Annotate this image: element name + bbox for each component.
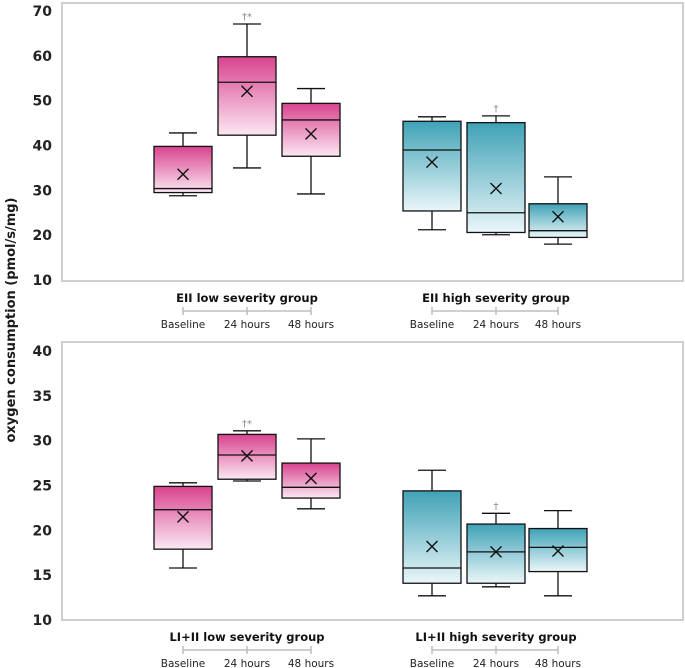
mean-marker [241,85,253,98]
category-label: Baseline [410,658,455,668]
box-body [528,203,588,239]
box-body [466,523,526,584]
significance-annotation: † [494,501,499,512]
y-tick-label: 20 [33,523,53,539]
box-pink-1 [153,482,213,569]
y-tick-label: 10 [33,613,53,629]
box-pink-2: †* [217,419,277,482]
y-tick-label: 40 [33,344,53,360]
category-label: 24 hours [224,319,270,331]
panel-frame [61,341,684,621]
group-label: EII low severity group [176,291,318,305]
box-body [466,121,526,234]
y-tick-label: 30 [33,183,53,199]
mean-marker [490,182,502,195]
mean-marker [490,545,502,558]
mean-marker [552,544,564,557]
y-tick-label: 15 [33,568,52,584]
chart-panel-1: 10 20 30 40 50 60 70 EII low severity group Base… [33,2,684,331]
significance-annotation: † [494,104,499,115]
box-body [402,490,462,584]
category-label: 24 hours [473,658,519,668]
box-pink-3 [281,438,341,510]
box-pink-1 [153,132,213,197]
mean-marker [177,510,189,523]
category-label: 24 hours [224,658,270,668]
box-body [281,102,341,157]
box-body [281,462,341,499]
mean-marker [305,127,317,140]
y-tick-label: 30 [33,434,53,450]
y-tick-label: 70 [33,4,53,20]
group-label: EII high severity group [422,291,570,305]
mean-marker [426,540,438,553]
box-teal-2: † [466,501,526,588]
box-body [217,56,277,136]
mean-marker [305,472,317,485]
box-teal-3 [528,176,588,245]
chart-panel-2: 10 15 20 25 30 35 40 LI+II low severity group Ba… [33,341,684,668]
significance-annotation: †* [242,419,252,430]
y-tick-label: 25 [33,479,52,495]
category-label: 48 hours [535,319,581,331]
y-tick-label: 20 [33,228,53,244]
box-body [402,120,462,212]
group-label: LI+II low severity group [169,630,324,644]
significance-annotation: †* [242,12,252,23]
y-tick-label: 60 [33,49,53,65]
category-label: 48 hours [535,658,581,668]
y-tick-label: 35 [33,389,52,405]
category-label: Baseline [410,319,455,331]
category-label: 48 hours [288,319,334,331]
box-pink-3 [281,87,341,195]
y-tick-label: 10 [33,273,53,289]
mean-marker [426,156,438,169]
y-axis-label: oxygen consumption (pmol/s/mg) [4,197,19,442]
category-label: Baseline [161,319,206,331]
box-teal-2: † [466,104,526,236]
category-label: Baseline [161,658,206,668]
mean-marker [177,168,189,181]
box-body [153,145,213,194]
y-tick-label: 50 [33,94,53,110]
group-label: LI+II high severity group [415,630,576,644]
category-label: 48 hours [288,658,334,668]
box-pink-2: †* [217,12,277,169]
box-teal-1 [402,116,462,231]
box-teal-3 [528,509,588,597]
mean-marker [552,210,564,223]
panel-frame [61,2,684,282]
mean-marker [241,449,253,462]
box-teal-1 [402,469,462,597]
category-label: 24 hours [473,319,519,331]
y-tick-label: 40 [33,139,53,155]
